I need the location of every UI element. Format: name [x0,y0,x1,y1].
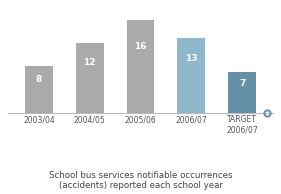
Bar [177,38,205,113]
Text: 7: 7 [239,79,245,88]
Text: 13: 13 [185,54,198,63]
Text: School bus services notifiable occurrences
(accidents) reported each school year: School bus services notifiable occurrenc… [49,171,232,190]
Text: 16: 16 [134,42,147,51]
Bar [126,20,155,113]
Text: 12: 12 [83,58,96,67]
Bar [76,43,104,113]
Bar [25,66,53,113]
Bar [228,72,256,113]
Text: 8: 8 [36,75,42,84]
